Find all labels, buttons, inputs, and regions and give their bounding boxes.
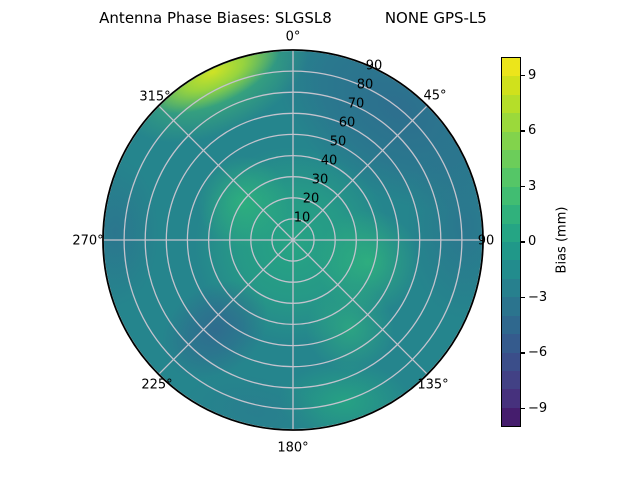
colorbar-axis-label: Bias (mm) — [555, 207, 570, 274]
colorbar-segment — [502, 297, 520, 315]
azimuth-label-0: 0° — [286, 30, 301, 45]
colorbar-segment — [502, 389, 520, 407]
colorbar-tick-mark — [521, 408, 525, 409]
colorbar-tick-label: 6 — [528, 123, 536, 139]
azimuth-label-135: 135° — [417, 378, 448, 393]
colorbar-tick-mark — [521, 75, 525, 76]
colorbar-segment — [502, 408, 520, 426]
radial-label-60: 60 — [339, 116, 356, 131]
colorbar-segment — [502, 150, 520, 168]
radial-label-30: 30 — [312, 173, 329, 188]
colorbar-tick-mark — [521, 297, 525, 298]
colorbar-tick-label: −6 — [528, 345, 547, 361]
azimuth-label-90: 90 — [478, 234, 495, 249]
colorbar-tick-mark — [521, 186, 525, 187]
colorbar-segment — [502, 316, 520, 334]
colorbar-segment — [502, 242, 520, 260]
colorbar-segment — [502, 113, 520, 131]
colorbar-segment — [502, 205, 520, 223]
polar-grid — [104, 51, 482, 429]
colorbar-segment — [502, 224, 520, 242]
colorbar-tick-mark — [521, 241, 525, 242]
colorbar-segment — [502, 95, 520, 113]
azimuth-label-45: 45° — [423, 89, 446, 104]
colorbar-tick-label: 3 — [528, 179, 536, 195]
figure: Antenna Phase Biases: SLGSL8 NONE GPS-L5 — [0, 0, 640, 480]
azimuth-label-270: 270° — [72, 234, 103, 249]
radial-label-80: 80 — [357, 78, 374, 93]
colorbar-segment — [502, 334, 520, 352]
radial-label-90: 90 — [366, 59, 383, 74]
azimuth-label-315: 315° — [139, 90, 170, 105]
colorbar-tick-label: 0 — [528, 234, 536, 250]
colorbar-segment — [502, 58, 520, 76]
polar-plot: 0° 45° 90 135° 180° 225° 270° 315° 10 20… — [63, 10, 523, 470]
colorbar-segment — [502, 279, 520, 297]
colorbar-tick-mark — [521, 130, 525, 131]
radial-label-20: 20 — [303, 192, 320, 207]
radial-label-70: 70 — [348, 97, 365, 112]
colorbar-segment — [502, 187, 520, 205]
colorbar-tick-mark — [521, 352, 525, 353]
colorbar — [501, 57, 521, 427]
colorbar-segment — [502, 76, 520, 94]
colorbar-tick-label: 9 — [528, 68, 536, 84]
colorbar-segment — [502, 132, 520, 150]
colorbar-segment — [502, 353, 520, 371]
colorbar-segment — [502, 371, 520, 389]
radial-label-50: 50 — [330, 135, 347, 150]
colorbar-tick-label: −9 — [528, 401, 547, 417]
colorbar-segment — [502, 260, 520, 278]
colorbar-segment — [502, 168, 520, 186]
radial-label-40: 40 — [321, 154, 338, 169]
radial-label-10: 10 — [294, 211, 311, 226]
azimuth-label-225: 225° — [141, 378, 172, 393]
colorbar-tick-label: −3 — [528, 290, 547, 306]
azimuth-label-180: 180° — [277, 441, 308, 456]
